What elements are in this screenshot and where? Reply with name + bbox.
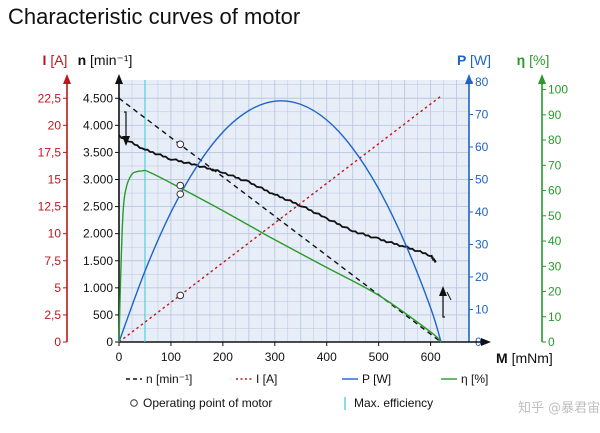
legend-swatch-operating-point xyxy=(130,399,138,407)
speed-tick-label: 3.000 xyxy=(83,173,113,187)
x-tick-label: 0 xyxy=(116,350,123,364)
power-tick-label: 40 xyxy=(475,205,489,219)
power-tick-label: 70 xyxy=(475,108,489,122)
speed-tick-label: 1.000 xyxy=(83,281,113,295)
watermark: 知乎 @暴君宙斯 xyxy=(518,400,600,416)
arrow-annotation-top-head xyxy=(122,136,130,146)
chart-title: Characteristic curves of motor xyxy=(8,4,300,29)
current-tick-label: 0 xyxy=(54,335,61,349)
annotations xyxy=(122,111,452,318)
efficiency-axis-arrow xyxy=(538,74,546,84)
x-axis-label: M [mNm] xyxy=(496,350,553,366)
efficiency-tick-label: 10 xyxy=(548,310,562,324)
power-tick-label: 80 xyxy=(475,75,489,89)
current-tick-label: 20 xyxy=(48,118,62,132)
legend: n [min⁻¹] I [A] P [W] η [%] Operating point … xyxy=(126,372,488,410)
x-tick-label: 100 xyxy=(161,350,181,364)
power-tick-label: 30 xyxy=(475,238,489,252)
current-tick-label: 10 xyxy=(48,227,62,241)
arrow-annotation-bottom-tail xyxy=(446,291,452,301)
legend-label-P: P [W] xyxy=(362,372,391,386)
arrow-annotation-bottom xyxy=(442,292,445,318)
efficiency-tick-label: 40 xyxy=(548,234,562,248)
efficiency-tick-label: 60 xyxy=(548,184,562,198)
series-layer xyxy=(118,80,442,343)
plot-area xyxy=(119,80,469,342)
speed-tick-label: 2.000 xyxy=(83,227,113,241)
legend-label-max-efficiency: Max. efficiency xyxy=(354,396,433,410)
speed-tick-label: 4.000 xyxy=(83,118,113,132)
x-tick-label: 300 xyxy=(265,350,285,364)
arrow-annotation-top xyxy=(124,111,127,140)
grid xyxy=(118,80,469,343)
efficiency-tick-label: 70 xyxy=(548,158,562,172)
current-axis-label: I [A] xyxy=(43,52,68,68)
efficiency-tick-label: 20 xyxy=(548,285,562,299)
power-tick-label: 50 xyxy=(475,173,489,187)
speed-tick-label: 1.500 xyxy=(83,254,113,268)
x-tick-label: 400 xyxy=(317,350,337,364)
power-axis-label: P [W] xyxy=(457,52,491,68)
speed-axis-label: n [min⁻¹] xyxy=(78,52,133,68)
operating-point-current xyxy=(176,291,185,300)
series-n_measured-line xyxy=(118,134,437,263)
legend-label-I: I [A] xyxy=(256,372,277,386)
legend-label-eta: η [%] xyxy=(461,372,488,386)
speed-tick-label: 2.500 xyxy=(83,200,113,214)
speed-tick-label: 0 xyxy=(106,335,113,349)
series-P-line xyxy=(118,100,442,343)
current-axis-arrow xyxy=(63,74,71,84)
current-tick-label: 15 xyxy=(48,173,62,187)
x-tick-label: 500 xyxy=(369,350,389,364)
series-eta-line xyxy=(118,169,442,343)
current-tick-label: 2,5 xyxy=(44,308,61,322)
speed-tick-label: 500 xyxy=(93,308,113,322)
arrow-annotation-bottom-head xyxy=(439,286,447,296)
operating-point-efficiency xyxy=(176,181,185,190)
power-tick-label: 20 xyxy=(475,270,489,284)
operating-point-speed xyxy=(176,140,185,149)
efficiency-tick-label: 100 xyxy=(548,83,568,97)
legend-label-n_theory: n [min⁻¹] xyxy=(146,372,192,386)
current-tick-label: 7,5 xyxy=(44,254,61,268)
operating-point-power xyxy=(176,190,185,198)
current-tick-label: 22,5 xyxy=(38,91,62,105)
efficiency-axis-label: η [%] xyxy=(517,52,550,68)
current-tick-label: 5 xyxy=(54,281,61,295)
speed-tick-label: 4.500 xyxy=(83,91,113,105)
efficiency-tick-label: 90 xyxy=(548,108,562,122)
power-tick-label: 10 xyxy=(475,303,489,317)
efficiency-tick-label: 50 xyxy=(548,209,562,223)
speed-tick-label: 3.500 xyxy=(83,145,113,159)
power-tick-label: 60 xyxy=(475,140,489,154)
legend-label-operating-point: Operating point of motor xyxy=(143,396,272,410)
speed-axis-arrow xyxy=(115,74,123,84)
operating-points xyxy=(176,140,185,300)
x-tick-label: 200 xyxy=(213,350,233,364)
series-I-line xyxy=(118,95,442,343)
x-axis-arrow xyxy=(481,338,491,346)
efficiency-tick-label: 30 xyxy=(548,259,562,273)
efficiency-tick-label: 80 xyxy=(548,133,562,147)
current-tick-label: 17,5 xyxy=(38,145,62,159)
current-tick-label: 12,5 xyxy=(38,200,62,214)
x-tick-label: 600 xyxy=(421,350,441,364)
efficiency-tick-label: 0 xyxy=(548,335,555,349)
